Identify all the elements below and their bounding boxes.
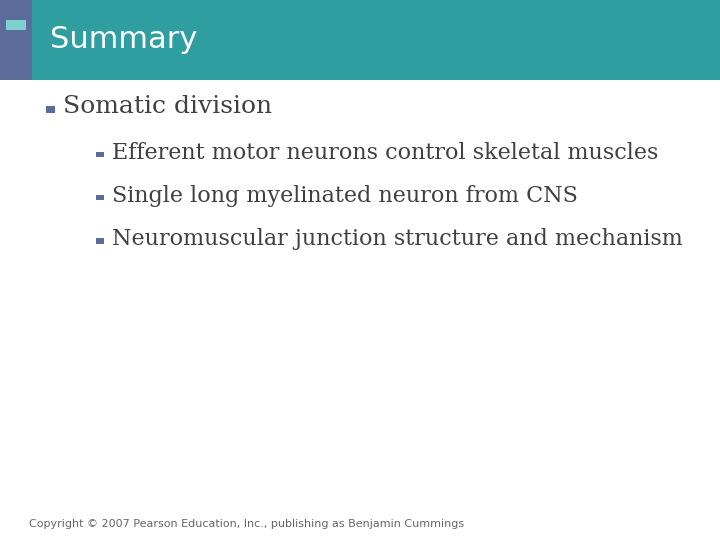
Bar bbox=[6, 0, 27, 2]
Bar bbox=[6, 20, 27, 30]
Bar bbox=[96, 238, 104, 244]
Text: Copyright © 2007 Pearson Education, Inc., publishing as Benjamin Cummings: Copyright © 2007 Pearson Education, Inc.… bbox=[29, 519, 464, 529]
Bar bbox=[96, 195, 104, 200]
Bar bbox=[0, 0, 32, 80]
Text: Somatic division: Somatic division bbox=[63, 96, 272, 118]
Text: Efferent motor neurons control skeletal muscles: Efferent motor neurons control skeletal … bbox=[112, 142, 659, 164]
Bar bbox=[46, 106, 55, 113]
Text: Neuromuscular junction structure and mechanism: Neuromuscular junction structure and mec… bbox=[112, 228, 683, 250]
Bar bbox=[96, 152, 104, 157]
Bar bbox=[0, 0, 720, 80]
Text: Summary: Summary bbox=[50, 25, 197, 55]
Bar bbox=[6, 5, 27, 16]
Text: Single long myelinated neuron from CNS: Single long myelinated neuron from CNS bbox=[112, 185, 578, 207]
